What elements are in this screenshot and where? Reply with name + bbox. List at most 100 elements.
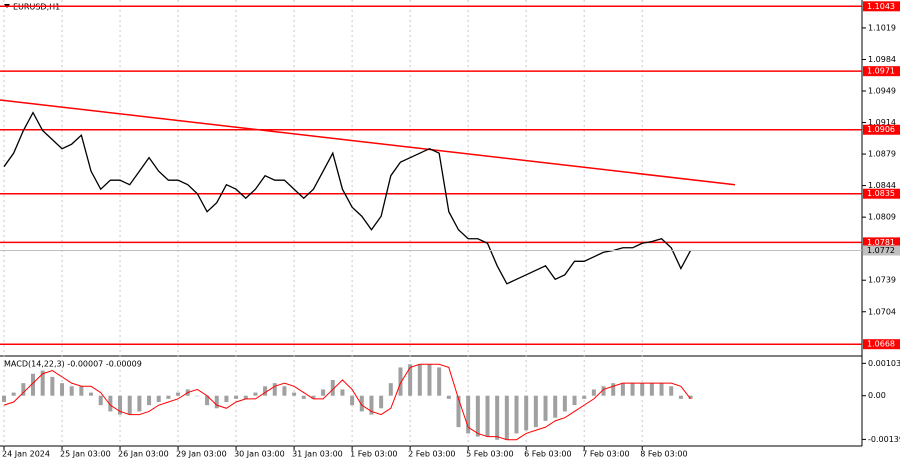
last-price-label: 1.0772 — [867, 246, 895, 255]
histogram-bar — [79, 386, 84, 396]
histogram-bar — [398, 367, 403, 396]
histogram-bar — [649, 383, 654, 396]
y-tick-label: -0.00139 — [868, 435, 900, 444]
signal-line — [3, 363, 691, 441]
x-tick-label: 8 Feb 03:00 — [640, 450, 687, 459]
histogram-bar — [11, 392, 16, 396]
histogram-bar — [359, 395, 364, 412]
x-tick-label: 5 Feb 03:00 — [466, 450, 513, 459]
histogram-bar — [147, 395, 152, 406]
histogram-bar — [379, 395, 384, 409]
histogram-bar — [31, 373, 36, 396]
histogram-bar — [156, 395, 161, 402]
histogram-bar — [524, 395, 529, 431]
y-tick-label: 1.0914 — [868, 118, 896, 127]
x-tick-label: 31 Jan 03:00 — [292, 450, 343, 459]
histogram-bar — [495, 395, 500, 440]
histogram-bar — [214, 395, 219, 409]
histogram-bar — [340, 389, 345, 396]
y-tick-label: 1.0879 — [868, 150, 896, 159]
histogram-bar — [466, 395, 471, 434]
histogram-bar — [504, 395, 509, 440]
histogram-bar — [514, 395, 519, 434]
histogram-bar — [427, 364, 432, 396]
histogram-bar — [205, 395, 210, 406]
histogram-bar — [321, 389, 326, 396]
trend-line — [0, 99, 736, 186]
level-label: 1.0835 — [867, 189, 895, 198]
histogram-bar — [253, 392, 258, 396]
level-label: 1.1043 — [867, 2, 895, 11]
x-tick-label: 24 Jan 2024 — [2, 450, 50, 459]
histogram-bar — [60, 383, 65, 396]
histogram-bar — [118, 395, 123, 415]
histogram-bar — [272, 383, 277, 396]
x-tick-label: 2 Feb 03:00 — [408, 450, 455, 459]
level-label: 1.0781 — [867, 238, 895, 247]
level-label: 1.0971 — [867, 67, 895, 76]
level-label-bg — [863, 188, 900, 199]
histogram-bar — [475, 395, 480, 437]
y-tick-label: 0.00 — [868, 391, 886, 400]
histogram-bar — [21, 383, 26, 396]
histogram-bar — [108, 395, 113, 412]
last-price-bg — [863, 245, 900, 256]
histogram-bar — [292, 392, 297, 396]
y-tick-label: 1.0984 — [868, 55, 896, 64]
y-tick-label: 1.0704 — [868, 307, 896, 316]
level-label-bg — [863, 66, 900, 77]
histogram-bar — [669, 386, 674, 396]
y-tick-label: 1.0949 — [868, 87, 896, 96]
histogram-bar — [263, 386, 268, 396]
y-tick-label: 1.0844 — [868, 181, 896, 190]
level-label-bg — [863, 339, 900, 350]
histogram-bar — [408, 364, 413, 396]
histogram-bar — [553, 395, 558, 418]
x-tick-label: 25 Jan 03:00 — [60, 450, 111, 459]
histogram-bar — [591, 389, 596, 396]
histogram-bar — [688, 395, 693, 399]
level-label-bg — [863, 1, 900, 12]
histogram-bar — [50, 376, 55, 396]
histogram-bar — [369, 395, 374, 415]
histogram-bar — [630, 383, 635, 396]
histogram-bar — [456, 395, 461, 428]
x-tick-label: 30 Jan 03:00 — [234, 450, 285, 459]
x-tick-label: 6 Feb 03:00 — [524, 450, 571, 459]
level-label-bg — [863, 124, 900, 135]
level-label: 1.0668 — [867, 340, 895, 349]
x-tick-label: 29 Jan 03:00 — [176, 450, 227, 459]
level-label-bg — [863, 237, 900, 248]
histogram-bar — [69, 386, 74, 396]
histogram-bar — [89, 392, 94, 396]
histogram-bar — [350, 395, 355, 406]
histogram-bar — [98, 395, 103, 406]
histogram-bar — [678, 395, 683, 399]
histogram-bar — [388, 383, 393, 396]
indicator-title: MACD(14,22,3) -0.00007 -0.00009 — [4, 360, 142, 369]
histogram-bar — [282, 386, 287, 396]
histogram-bar — [640, 383, 645, 396]
y-tick-label: 1.0739 — [868, 276, 896, 285]
histogram-bar — [620, 383, 625, 396]
histogram-bar — [659, 383, 664, 396]
y-tick-label: 1.0809 — [868, 213, 896, 222]
histogram-bar — [311, 395, 316, 399]
histogram-bar — [582, 395, 587, 399]
histogram-bar — [2, 395, 6, 402]
histogram-bar — [417, 364, 422, 396]
histogram-bar — [195, 395, 200, 397]
histogram-bar — [601, 386, 606, 396]
histogram-bar — [166, 395, 171, 399]
histogram-bar — [533, 395, 538, 428]
histogram-bar — [572, 395, 577, 406]
histogram-bar — [437, 367, 442, 396]
histogram-bar — [301, 395, 306, 399]
y-tick-label: 1.1019 — [868, 23, 896, 32]
x-tick-label: 7 Feb 03:00 — [582, 450, 629, 459]
histogram-bar — [446, 395, 451, 399]
histogram-bar — [485, 395, 490, 437]
histogram-bar — [543, 395, 548, 421]
